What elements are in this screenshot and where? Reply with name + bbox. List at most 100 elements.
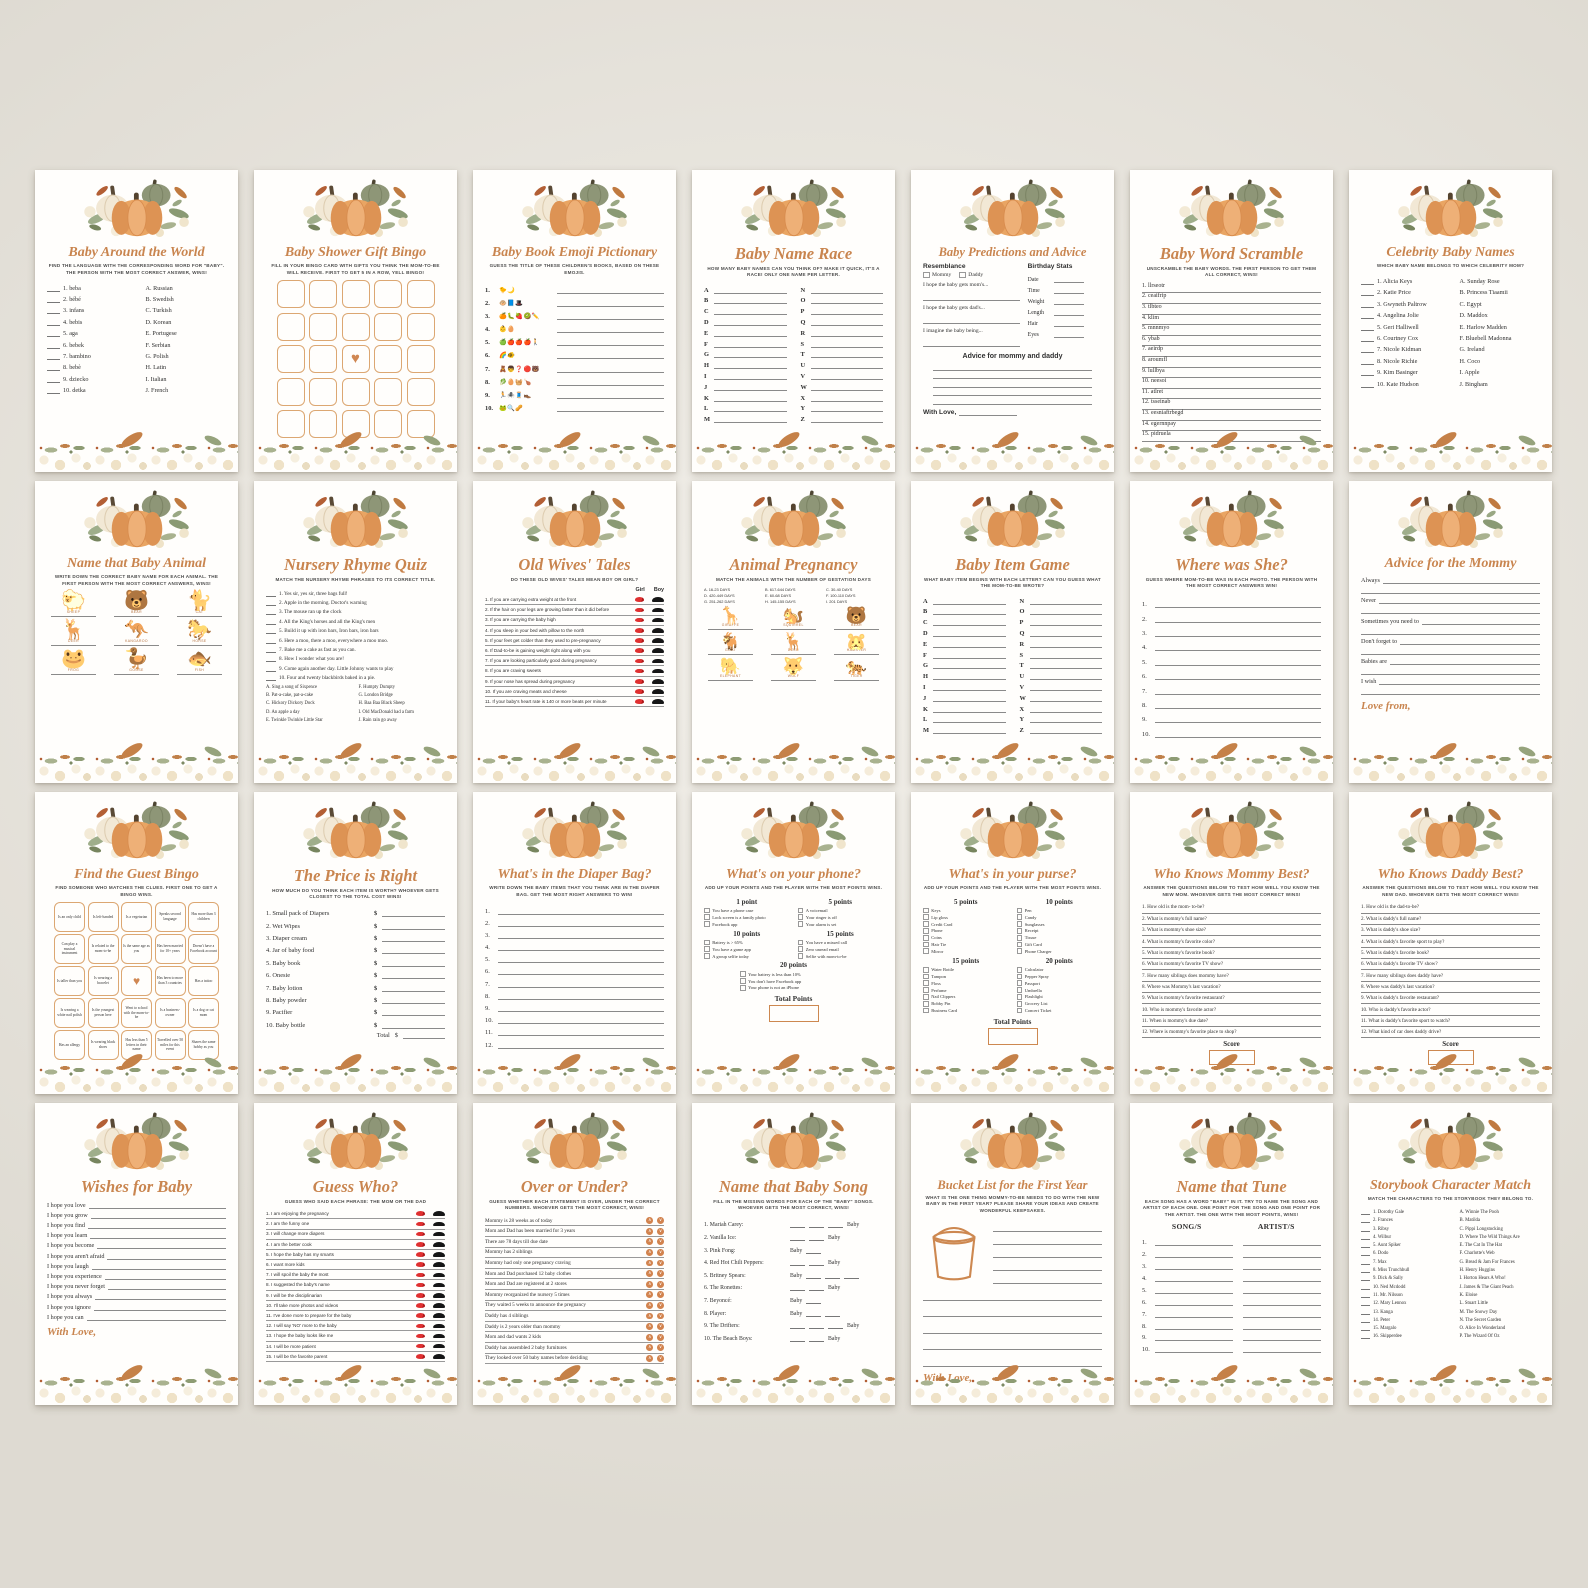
card-body: 1. I am enjoying the pregnancy 2. I am th… [266, 1209, 445, 1362]
song-word: Baby [828, 1335, 841, 1342]
points-sections: 1 point You have a phone case Lock screen … [704, 896, 883, 992]
stat-row: Weight [1028, 294, 1102, 305]
match-item-label: 5. Aunt Spiker [1373, 1243, 1401, 1249]
write-in-line [107, 1253, 226, 1260]
numbered-answer-row: 11. [485, 1024, 664, 1037]
points-item: You don't have Facebook app [739, 978, 847, 985]
write-in-line [93, 1304, 226, 1311]
numbered-answer-row: 10. [1142, 723, 1321, 738]
match-item-row: 9. Kim Basinger [1361, 365, 1454, 377]
quiz-answer: B. Pat-a-cake, pat-a-cake [266, 693, 314, 699]
answer-blank [1361, 313, 1374, 320]
write-in-line [933, 695, 1006, 702]
animal-silhouette-goose: 🦆 [124, 648, 149, 671]
letter-label: Q [800, 319, 806, 326]
prompt-row: I hope you learn [47, 1229, 226, 1240]
points-item-label: Credit Card [931, 921, 953, 927]
match-columns: 1. Dorothy Gale 2. Frances 3. Ribsy 4. Wilb… [1361, 1207, 1540, 1340]
letter-row: L [704, 402, 787, 413]
write-in-line [933, 727, 1006, 735]
letter-label: O [800, 297, 806, 305]
animal-cell: 🐘 ELEPHANT [704, 657, 757, 682]
scramble-word-row: 14. egernnpay [1142, 421, 1321, 432]
letter-label: N [800, 286, 806, 294]
card-title: Wishes for Baby [80, 1177, 193, 1196]
write-in-line [498, 1029, 664, 1037]
match-item-label: 7. Nicole Kidman [1377, 346, 1422, 354]
bingo-cell [374, 280, 402, 309]
numbered-answer-row: 6. [485, 963, 664, 976]
word-blank [828, 1222, 843, 1229]
guest-bingo-cell: Is the same age as you [121, 934, 152, 964]
write-in-line [557, 379, 664, 386]
answer-blank [1361, 1209, 1370, 1215]
match-item-row: 12. Mary Lennox [1361, 1298, 1454, 1307]
write-in-line [1400, 638, 1540, 645]
quiz-question: 8. How I wonder what you are! [279, 656, 344, 663]
cards-grid: Baby Around the World FIND THE LANGUAGE W… [35, 170, 1552, 1405]
song-row: 3. Pink Fong: Baby [704, 1241, 883, 1254]
animal-silhouette-elephant: 🐘 [719, 657, 742, 677]
floral-border [35, 439, 238, 472]
answer-blank [1361, 302, 1374, 308]
write-in-line [382, 935, 445, 942]
row-number: 1. [1142, 601, 1147, 609]
letter-row: Z [801, 412, 883, 424]
price-item-row: 9. Pacifier $ [266, 1004, 445, 1017]
letter-row: K [704, 391, 787, 402]
checkbox [704, 914, 710, 921]
write-in-line [714, 405, 787, 413]
mustache-icon [433, 1221, 445, 1227]
match-answer-label: C. Turkish [145, 307, 172, 315]
letter-row: F [704, 337, 787, 348]
row-number: 5. [1142, 1286, 1147, 1294]
letter-label: L [704, 405, 709, 413]
guest-bingo-cell: Is left-handed [87, 902, 119, 932]
floral-border [692, 1061, 895, 1094]
prompt-row: I hope you experience [47, 1270, 226, 1280]
stat-label: Eyes [1027, 331, 1039, 338]
letter-label: T [800, 351, 805, 359]
answer-blank [1361, 336, 1374, 342]
write-in-line [90, 1232, 226, 1240]
prompt-row: I hope you aren't afraid [47, 1249, 226, 1260]
card-title: Baby Item Game [955, 555, 1070, 574]
card-title: Baby Name Race [734, 244, 853, 263]
points-item: A group selfie today [704, 953, 790, 960]
mustache-icon [433, 1231, 445, 1237]
write-in-line [1155, 1263, 1233, 1271]
price-item-row: 8. Baby powder $ [266, 992, 445, 1004]
statement-text: Mommy reorganized the nursery 5 times [485, 1291, 570, 1298]
question-line: 8. Where was daddy's last vacation? [1361, 982, 1540, 994]
card-body: 1. Dorothy Gale 2. Frances 3. Ribsy 4. Wilb… [1361, 1207, 1540, 1340]
card-tagline: WRITE DOWN THE CORRECT BABY NAME FOR EAC… [54, 574, 219, 586]
choice-icons [411, 1242, 445, 1247]
prompt-label: I hope you grow [47, 1211, 88, 1219]
guest-bingo-clue: Is wearing a white nail polish [57, 1008, 82, 1018]
price-item-label: 7. Baby lotion [266, 984, 303, 992]
letter-label: V [1019, 683, 1025, 691]
match-item-label: 1. Alicia Keys [1377, 278, 1413, 286]
floral-border [1349, 750, 1552, 783]
write-in-line [933, 641, 1006, 648]
clue-number: 1. [485, 286, 490, 294]
price-item-row: 2. Wet Wipes $ [266, 917, 445, 930]
answer-blank [266, 656, 276, 663]
bingo-cell [374, 345, 402, 374]
write-in-line [1421, 618, 1540, 625]
word-blank [806, 1311, 822, 1317]
row-number: 5. [485, 956, 490, 964]
points-section-20-points: 20 points Calculator Pepper Spray Passport U… [1016, 955, 1103, 1014]
over-under-row: Daddy has assembled 2 baby furnitures ∧ ∨ [485, 1343, 664, 1354]
match-columns: 1. beba 2. bébé 3. infans 4. bebis 5. aga 6. … [47, 280, 226, 395]
bingo-cell [309, 280, 337, 309]
quiz-question-row: 1. Yes sir, yes sir, three bags full! [266, 587, 445, 597]
answer-blank [266, 675, 276, 682]
match-answer-label: F. Charlotte's Web [1459, 1251, 1495, 1257]
card-body: 1 point You have a phone case Lock screen … [704, 896, 883, 1023]
statement-text: Mom and Dad purchased 12 baby clothes [485, 1270, 572, 1277]
mustache-icon [433, 1282, 445, 1288]
row-number: 1. [485, 907, 490, 915]
prompt-row: Never [1361, 594, 1540, 605]
quiz-question-row: 5. Build it up with iron bars, Iron bars… [266, 625, 445, 635]
